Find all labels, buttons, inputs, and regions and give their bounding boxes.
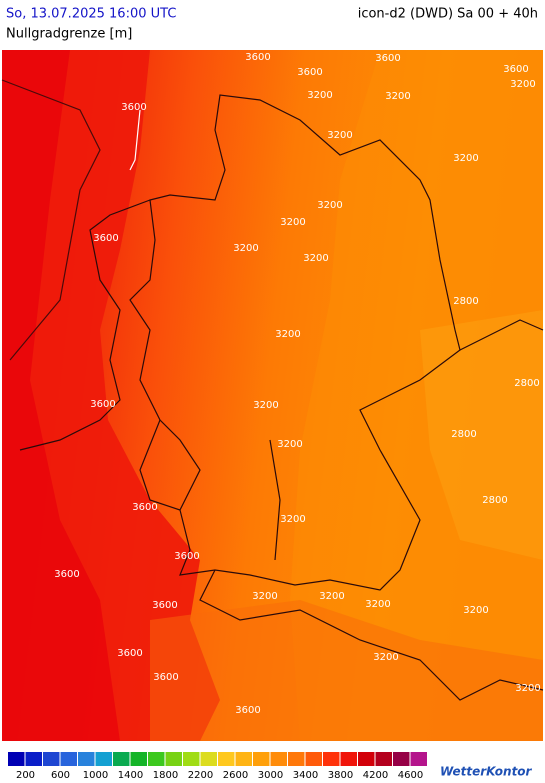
contour-label: 3600 — [503, 64, 528, 75]
legend-tick-label: 600 — [51, 770, 70, 781]
contour-label: 3200 — [233, 243, 258, 254]
benelux-border — [19, 199, 151, 451]
contour-label: 3200 — [280, 514, 305, 525]
legend-tick-label: 4200 — [363, 770, 388, 781]
legend-swatch — [323, 752, 340, 766]
legend-swatch — [270, 752, 287, 766]
legend-tick-label: 2200 — [188, 770, 213, 781]
legend-swatch — [305, 752, 322, 766]
legend-swatch — [235, 752, 252, 766]
contour-label: 3600 — [245, 52, 270, 63]
contour-label: 3200 — [453, 153, 478, 164]
contour-label: 3200 — [365, 599, 390, 610]
legend-swatch — [410, 752, 427, 766]
contour-label: 3600 — [235, 705, 260, 716]
contour-label: 2800 — [453, 296, 478, 307]
contour-label: 3200 — [327, 130, 352, 141]
coast — [1, 79, 101, 361]
legend: 200 600 1000 1400 1800 2200 2600 3000 3400 3800 42… — [8, 752, 427, 781]
legend-swatch — [253, 752, 270, 766]
legend-swatch — [165, 752, 182, 766]
model-label: icon-d2 (DWD) Sa 00 + 40h — [358, 7, 538, 22]
contour-label: 2800 — [451, 429, 476, 440]
date-label: So, 13.07.2025 16:00 UTC — [6, 7, 176, 22]
legend-swatch — [358, 752, 375, 766]
alps-border — [199, 569, 544, 701]
legend-swatch — [78, 752, 95, 766]
contour-label: 2800 — [482, 495, 507, 506]
legend-swatch — [375, 752, 392, 766]
legend-tick-label: 4600 — [398, 770, 423, 781]
legend-tick-label: 1000 — [83, 770, 108, 781]
legend-swatch — [25, 752, 42, 766]
legend-tick-label: 3800 — [328, 770, 353, 781]
legend-swatch — [183, 752, 200, 766]
legend-swatch — [218, 752, 235, 766]
contour-label: 3200 — [463, 605, 488, 616]
legend-tick-label: 3400 — [293, 770, 318, 781]
legend-swatch — [288, 752, 305, 766]
contour-label: 3600 — [297, 67, 322, 78]
contour-label: 3600 — [121, 102, 146, 113]
contour-label: 3200 — [275, 329, 300, 340]
legend-swatch — [393, 752, 410, 766]
cool-zone — [290, 50, 543, 741]
legend-tick-label: 3000 — [258, 770, 283, 781]
contour-label: 3200 — [373, 652, 398, 663]
legend-swatch — [148, 752, 165, 766]
legend-tick-label: 200 — [16, 770, 35, 781]
inner-border — [269, 439, 281, 561]
contour-label: 3600 — [174, 551, 199, 562]
legend-tick-label: 1800 — [153, 770, 178, 781]
alpine-zone — [150, 600, 543, 741]
legend-swatch — [60, 752, 77, 766]
contour-label: 3200 — [385, 91, 410, 102]
contour-label: 3200 — [307, 90, 332, 101]
contour-label: 3600 — [152, 600, 177, 611]
legend-tick-label: 1400 — [118, 770, 143, 781]
cool-zone — [420, 310, 543, 560]
borders — [1, 79, 544, 701]
contour-label: 3600 — [117, 648, 142, 659]
east-border — [459, 319, 544, 351]
contour-label: 3600 — [54, 569, 79, 580]
contour-label: 3200 — [510, 79, 535, 90]
contour-label: 3200 — [252, 591, 277, 602]
legend-swatch — [340, 752, 357, 766]
contour-label: 3200 — [317, 200, 342, 211]
contour-label: 3600 — [153, 672, 178, 683]
legend-swatch — [113, 752, 130, 766]
logo: WetterKontor — [440, 765, 533, 779]
contour-label: 2800 — [514, 378, 539, 389]
legend-swatch — [43, 752, 60, 766]
warm-zone — [2, 50, 120, 741]
legend-swatch — [200, 752, 217, 766]
contour-label: 3200 — [280, 217, 305, 228]
contour-labels: 3600 3600 3600 3600 3200 3600 3200 3200 3200 3200… — [54, 52, 540, 716]
lux-border — [139, 419, 181, 511]
legend-tick-label: 2600 — [223, 770, 248, 781]
parameter-label: Nullgradgrenze [m] — [6, 27, 132, 42]
contour-label: 3600 — [132, 502, 157, 513]
legend-swatch — [95, 752, 112, 766]
contour-label: 3200 — [253, 400, 278, 411]
contour-label: 3200 — [303, 253, 328, 264]
map: 3600 3600 3600 3600 3200 3600 3200 3200 3200 3200… — [1, 50, 544, 741]
coast — [129, 109, 141, 171]
legend-swatch — [8, 752, 25, 766]
contour-label: 3600 — [93, 233, 118, 244]
contour-label: 3200 — [515, 683, 540, 694]
contour-label: 3200 — [277, 439, 302, 450]
legend-swatch — [130, 752, 147, 766]
contour-label: 3600 — [90, 399, 115, 410]
contour-label: 3600 — [375, 53, 400, 64]
contour-label: 3200 — [319, 591, 344, 602]
